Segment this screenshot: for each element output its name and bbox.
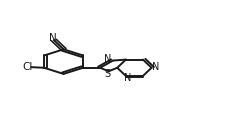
Text: Cl: Cl	[22, 62, 33, 72]
Text: N: N	[104, 54, 111, 64]
Text: N: N	[123, 73, 131, 83]
Text: N: N	[151, 62, 159, 72]
Text: N: N	[49, 33, 57, 43]
Text: S: S	[104, 69, 110, 78]
